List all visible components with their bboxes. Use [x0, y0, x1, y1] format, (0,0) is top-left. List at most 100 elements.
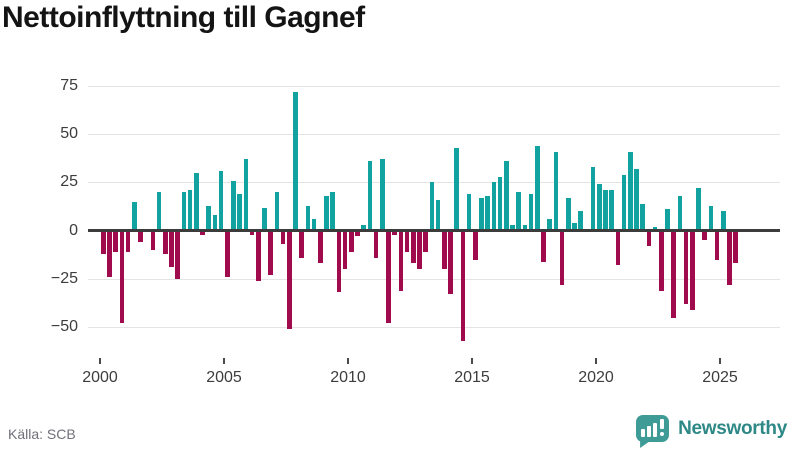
bar	[572, 223, 577, 231]
bar	[634, 168, 639, 231]
bar	[119, 230, 125, 324]
bar	[386, 230, 391, 324]
bar	[590, 166, 596, 231]
newsworthy-wordmark: Newsworthy	[678, 417, 787, 439]
bar	[349, 230, 354, 252]
bar	[280, 230, 286, 245]
gridline	[88, 327, 780, 329]
bar	[163, 230, 168, 254]
bar	[225, 230, 230, 278]
source-note: Källa: SCB	[8, 426, 76, 442]
bar	[652, 226, 658, 231]
y-axis-tick-label: 0	[69, 221, 78, 239]
gridline	[88, 85, 780, 87]
bar	[423, 230, 429, 252]
y-axis-tick-label: 25	[60, 173, 78, 191]
bar	[491, 182, 497, 231]
bar	[107, 230, 112, 278]
bar	[479, 197, 484, 231]
bar	[690, 230, 695, 310]
bar	[553, 151, 559, 231]
bar	[243, 159, 249, 231]
bar	[398, 230, 404, 291]
bar	[429, 182, 435, 231]
bar	[522, 224, 528, 231]
bar	[460, 230, 466, 341]
bar	[528, 194, 534, 231]
bar	[305, 205, 311, 231]
bar	[640, 203, 646, 231]
x-axis-tick	[99, 358, 101, 364]
bar	[101, 230, 106, 254]
zero-axis-line	[88, 229, 780, 233]
bar	[597, 184, 602, 231]
newsworthy-bubble-chart-icon	[636, 415, 670, 448]
bar	[274, 192, 280, 231]
bar	[150, 230, 156, 250]
newsworthy-logo[interactable]: Newsworthy	[636, 413, 787, 448]
bar	[256, 230, 261, 281]
bar	[696, 188, 701, 231]
bar	[287, 230, 292, 330]
bar	[380, 159, 385, 231]
bar	[262, 207, 267, 231]
bar	[132, 201, 137, 231]
x-axis-tick-label: 2005	[206, 369, 242, 386]
bar	[206, 205, 212, 231]
bar	[138, 230, 143, 243]
bar	[293, 91, 298, 231]
bar	[683, 230, 689, 305]
bar	[504, 161, 509, 231]
bar	[714, 230, 720, 260]
x-axis-tick-label: 2015	[454, 369, 490, 386]
x-axis-tick-label: 2025	[702, 369, 738, 386]
y-axis-tick-label: −50	[50, 318, 78, 336]
bar	[733, 230, 739, 264]
bar	[516, 192, 522, 231]
bar	[194, 172, 199, 231]
x-axis-tick-label: 2010	[330, 369, 366, 386]
bar	[665, 209, 670, 231]
bar	[311, 219, 317, 231]
y-axis-tick-label: 75	[60, 76, 78, 94]
bar	[659, 230, 664, 291]
bar	[621, 174, 627, 231]
bar	[566, 197, 571, 231]
bar	[125, 230, 131, 252]
bar	[473, 230, 478, 260]
bar	[448, 230, 453, 295]
bar	[361, 224, 367, 231]
bar	[615, 230, 621, 266]
bar	[367, 161, 373, 231]
bar	[603, 190, 608, 231]
bar	[485, 195, 491, 231]
bar	[268, 230, 274, 276]
x-axis-tick-label: 2000	[82, 369, 118, 386]
bar	[628, 151, 633, 231]
bar	[324, 195, 329, 231]
bar	[299, 230, 305, 258]
bar	[404, 230, 410, 252]
bar	[541, 230, 546, 262]
x-axis-tick	[347, 358, 349, 364]
bar	[454, 147, 460, 231]
bar	[578, 211, 584, 231]
chart-title: Nettoinflyttning till Gagnef	[2, 1, 365, 34]
gridline	[88, 134, 780, 136]
bar	[708, 205, 714, 231]
bar	[702, 230, 708, 241]
bar	[411, 230, 416, 264]
x-axis-tick	[719, 358, 721, 364]
bar	[442, 230, 447, 270]
bar	[175, 230, 181, 279]
bar	[510, 224, 515, 231]
x-axis-tick	[595, 358, 597, 364]
y-axis-tick-label: 50	[60, 125, 78, 143]
bar	[249, 230, 255, 235]
x-axis-tick-label: 2020	[578, 369, 614, 386]
x-axis-tick	[223, 358, 225, 364]
bar	[156, 192, 162, 231]
bar	[435, 199, 441, 231]
